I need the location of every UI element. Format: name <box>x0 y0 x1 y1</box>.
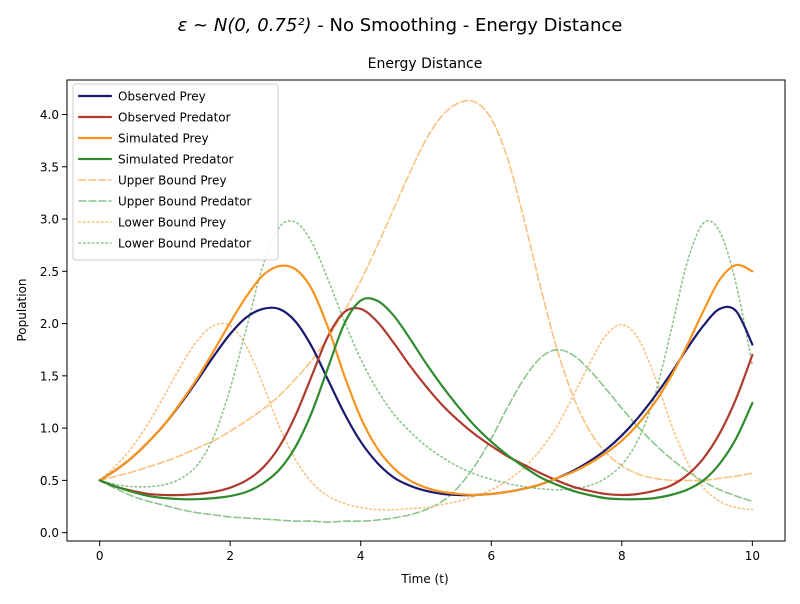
legend-label-upper-bound-prey: Upper Bound Prey <box>118 174 227 188</box>
x-tick-label: 4 <box>357 549 365 563</box>
plot-area: 0 2 4 6 8 10 0.0 0.5 1.0 1.5 2.0 2.5 3.0 3.5 4.0 <box>40 79 786 563</box>
y-tick-label: 3.0 <box>40 213 59 227</box>
series-line-simulated-predator <box>98 297 754 501</box>
y-tick-label: 2.5 <box>40 265 59 279</box>
legend-label-simulated-prey: Simulated Prey <box>118 132 209 146</box>
y-tick-label: 0.0 <box>40 526 59 540</box>
y-tick-label: 0.5 <box>40 474 59 488</box>
x-tick-label: 10 <box>745 549 760 563</box>
series-line-lower-bound-predator <box>98 220 754 491</box>
legend-label-observed-predator: Observed Predator <box>118 111 231 125</box>
legend-label-lower-bound-prey: Lower Bound Prey <box>118 216 226 230</box>
axes-frame <box>66 79 786 542</box>
x-tick-label: 0 <box>96 549 104 563</box>
series-line-lower-bound-prey <box>98 322 754 511</box>
x-tick-label: 6 <box>487 549 495 563</box>
legend-label-simulated-predator: Simulated Predator <box>118 153 234 167</box>
legend-box <box>72 83 279 261</box>
series-line-observed-predator <box>98 306 754 497</box>
figure-suptitle: ε ~ N(0, 0.75²) - No Smoothing - Energy … <box>178 15 623 36</box>
suptitle-description: - No Smoothing - Energy Distance <box>312 15 623 36</box>
series-line-upper-bound-prey <box>98 99 754 482</box>
x-tick-label: 2 <box>226 549 234 563</box>
x-axis-label: Time (t) <box>400 572 448 586</box>
legend-label-lower-bound-predator: Lower Bound Predator <box>118 237 251 251</box>
series-line-simulated-prey <box>98 263 754 497</box>
legend: Observed Prey Observed Predator Simulated … <box>72 83 279 261</box>
x-tick-label: 8 <box>618 549 626 563</box>
y-tick-label: 1.0 <box>40 422 59 436</box>
legend-label-observed-prey: Observed Prey <box>118 90 206 104</box>
y-tick-label: 4.0 <box>40 108 59 122</box>
y-tick-label: 3.5 <box>40 160 59 174</box>
series-line-upper-bound-predator <box>98 348 754 523</box>
suptitle-noise-model: ε ~ N(0, 0.75²) <box>178 15 312 36</box>
legend-label-upper-bound-predator: Upper Bound Predator <box>118 195 251 209</box>
y-tick-label: 1.5 <box>40 369 59 383</box>
y-axis-label: Population <box>15 278 29 341</box>
chart-title: Energy Distance <box>368 56 483 72</box>
y-tick-label: 2.0 <box>40 317 59 331</box>
series-line-observed-prey <box>98 305 754 497</box>
